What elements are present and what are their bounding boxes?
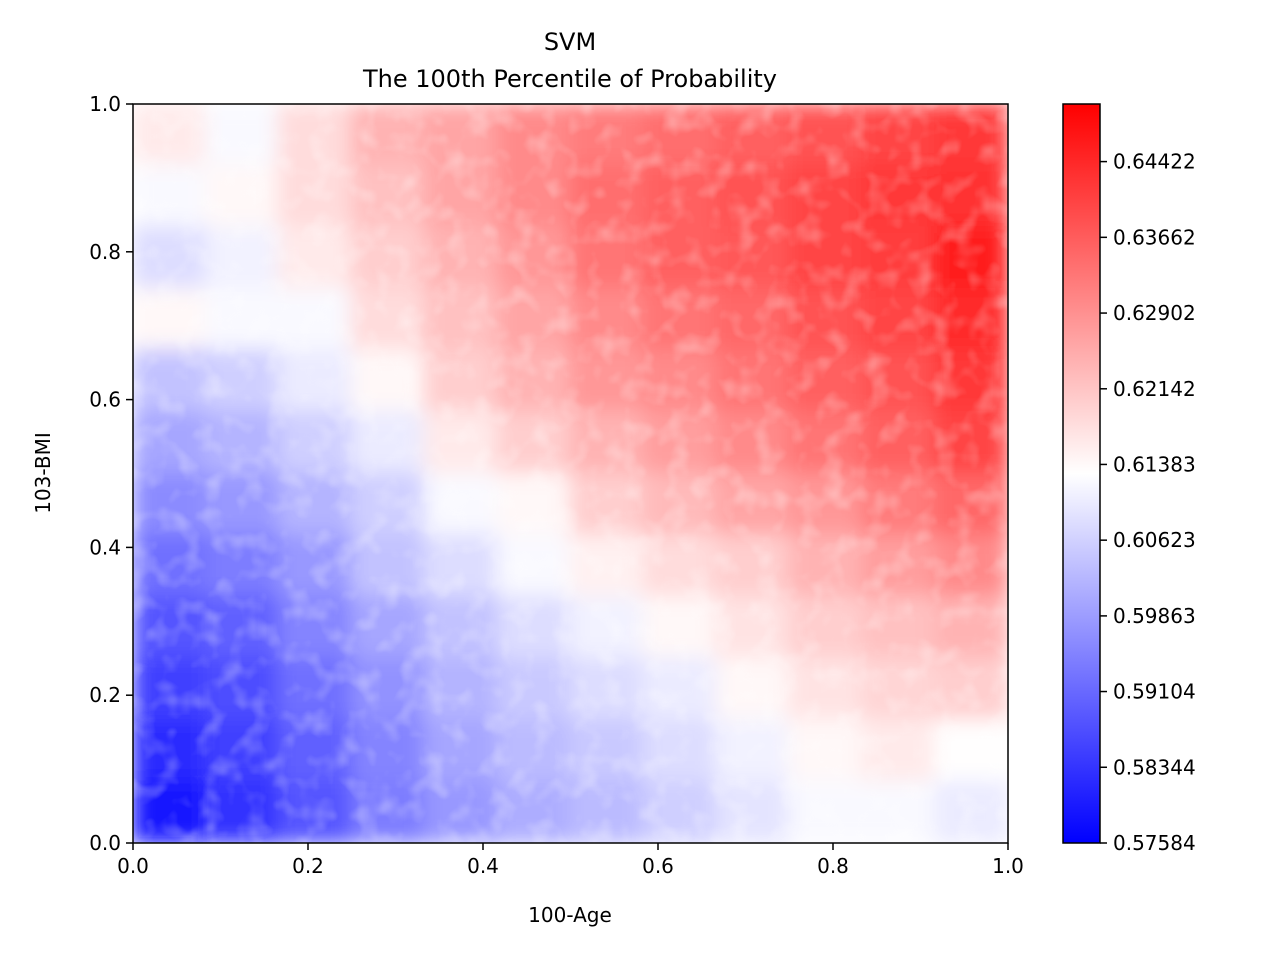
x-tick-label: 0.2 [292,854,324,878]
y-axis-label: 103-BMI [31,432,55,514]
colorbar-tick-label: 0.58344 [1113,755,1196,779]
colorbar-tick-label: 0.59863 [1113,604,1196,628]
colorbar-tick-label: 0.62902 [1113,301,1196,325]
x-tick-label: 0.8 [817,854,849,878]
x-tick-label: 0.0 [117,854,149,878]
y-tick-label: 0.4 [89,535,121,559]
x-axis: 0.0 0.2 0.4 0.6 0.8 1.0 [117,843,1024,878]
plot-frame [132,103,1009,844]
colorbar-tick-label: 0.64422 [1113,150,1196,174]
x-tick-label: 0.4 [467,854,499,878]
colorbar-tick-label: 0.63662 [1113,225,1196,249]
y-tick-label: 1.0 [89,92,121,116]
colorbar: 0.57584 0.58344 0.59104 0.59863 0.60623 0.613… [1062,103,1196,855]
colorbar-gradient [1062,103,1101,844]
colorbar-tick-label: 0.59104 [1113,680,1196,704]
heatmap-texture [133,104,1008,843]
y-tick-label: 0.6 [89,388,121,412]
y-tick-label: 0.2 [89,683,121,707]
heatmap-plot-area [133,104,1008,843]
chart-title: SVM [544,28,596,56]
y-axis: 0.0 0.2 0.4 0.6 0.8 1.0 [89,92,133,855]
x-tick-label: 0.6 [642,854,674,878]
x-axis-label: 100-Age [528,903,612,927]
colorbar-tick-label: 0.60623 [1113,528,1196,552]
colorbar-tick-label: 0.62142 [1113,377,1196,401]
colorbar-ticks: 0.57584 0.58344 0.59104 0.59863 0.60623 0.613… [1100,150,1196,855]
chart-subtitle: The 100th Percentile of Probability [362,65,777,93]
y-tick-label: 0.0 [89,831,121,855]
y-tick-label: 0.8 [89,240,121,264]
colorbar-tick-label: 0.57584 [1113,831,1196,855]
x-tick-label: 1.0 [992,854,1024,878]
colorbar-tick-label: 0.61383 [1113,452,1196,476]
